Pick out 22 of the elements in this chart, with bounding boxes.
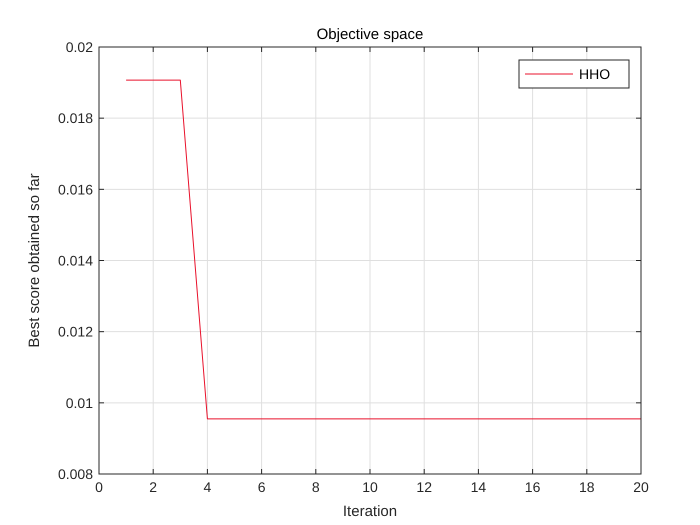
x-tick-label: 8: [312, 479, 320, 495]
x-tick-label: 6: [258, 479, 266, 495]
x-axis-title: Iteration: [342, 503, 398, 520]
y-tick-label: 0.014: [58, 252, 94, 268]
x-tick-label: 16: [524, 479, 541, 495]
x-tick-label: 20: [633, 479, 649, 495]
y-tick-label: 0.01: [66, 394, 94, 411]
x-tick-label: 4: [204, 479, 212, 495]
chart-title: Objective space: [316, 26, 424, 43]
x-tick-label: 10: [362, 479, 378, 495]
x-tick-label: 18: [579, 479, 595, 495]
x-tick-label: 14: [470, 479, 486, 495]
x-tick-label: 2: [149, 479, 158, 495]
legend-label: HHO: [579, 66, 610, 82]
y-tick-label: 0.012: [58, 324, 94, 340]
y-tick-label: 0.018: [58, 110, 94, 126]
y-tick-label: 0.02: [66, 39, 94, 55]
y-tick-label: 0.016: [58, 181, 94, 198]
x-tick-label: 0: [95, 479, 104, 495]
x-tick-label: 12: [416, 479, 432, 495]
y-axis-title: Best score obtained so far: [26, 173, 43, 348]
y-tick-label: 0.008: [58, 466, 94, 482]
